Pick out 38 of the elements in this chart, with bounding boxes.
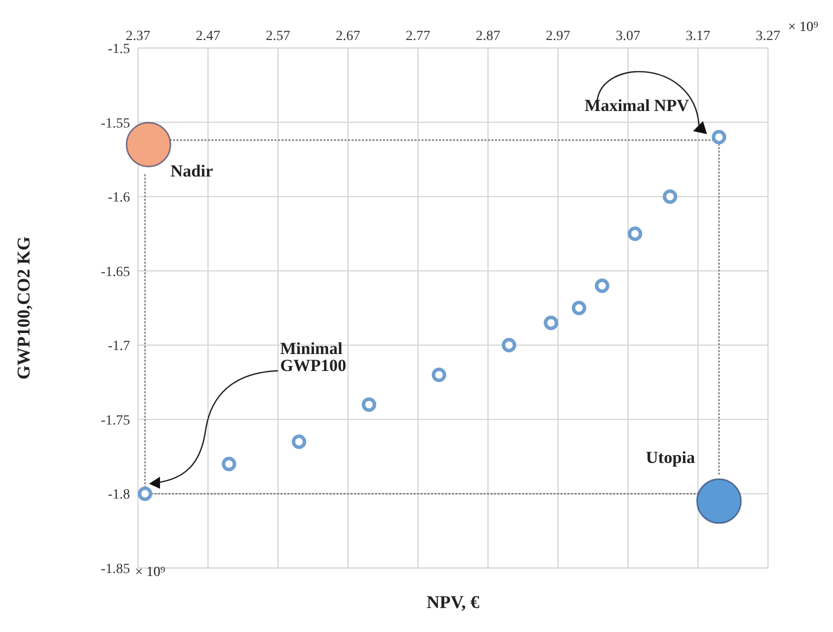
x-tick-label: 2.37 — [126, 29, 150, 44]
series-label: Utopia — [646, 448, 696, 468]
point — [572, 300, 586, 316]
x-tick-label: 3.17 — [686, 29, 710, 44]
point — [362, 397, 376, 412]
point — [502, 338, 516, 352]
y-tick-label: -1.5 — [108, 42, 130, 57]
x-tick-label: 2.47 — [196, 29, 220, 44]
y-tick-label: -1.8 — [108, 488, 130, 503]
text: × 10⁹ — [788, 20, 818, 35]
x-tick-label: 2.67 — [336, 29, 360, 44]
point — [662, 189, 678, 204]
point — [544, 316, 558, 330]
point — [712, 130, 726, 144]
annotation: × 10⁹ — [135, 564, 166, 580]
point — [594, 278, 610, 293]
x-tick-label: 3.07 — [616, 29, 640, 44]
x-tick-label: 2.87 — [476, 29, 500, 44]
point — [292, 434, 306, 449]
y-tick-label: -1.55 — [100, 116, 130, 132]
y-axis-title: GWP100,CO2 KG — [13, 236, 34, 380]
x-tick-label: 2.77 — [406, 29, 430, 44]
y-tick-label: -1.85 — [100, 562, 130, 577]
x-tick-label: 2.97 — [546, 29, 570, 44]
point — [628, 226, 642, 241]
y-tick-label: -1.65 — [100, 264, 130, 280]
annotation: Minimal GWP100 — [280, 339, 346, 376]
series-label: Nadir — [170, 162, 214, 181]
point — [432, 368, 446, 382]
point — [222, 456, 236, 472]
y-tick-label: -1.75 — [100, 413, 130, 428]
x-tick-label: 3.27 — [756, 29, 780, 44]
x-axis-title: NPV, € — [426, 592, 480, 612]
annotation: Maximal NPV — [584, 96, 690, 116]
y-tick-label: -1.7 — [108, 339, 130, 354]
y-tick-label: -1.6 — [108, 190, 130, 206]
point — [138, 486, 152, 501]
x-tick-label: 2.57 — [266, 29, 290, 44]
